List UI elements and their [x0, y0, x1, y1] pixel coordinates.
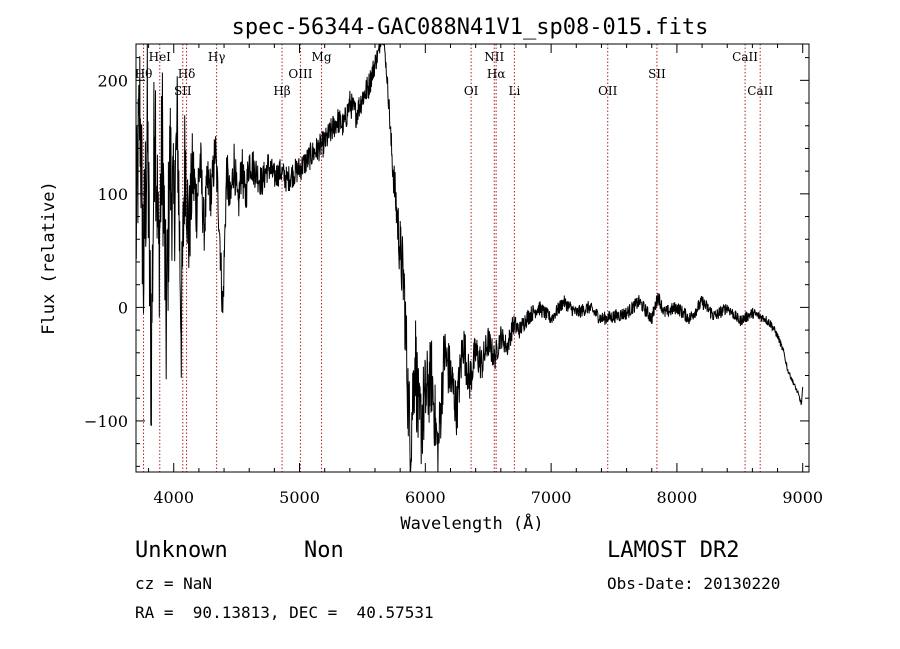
subclass-label: Non — [304, 538, 344, 563]
y-tick-label: 200 — [97, 71, 128, 90]
spectrum-series-line — [135, 43, 804, 473]
y-axis-label: Flux (relative) — [39, 181, 59, 335]
ra-dec-label: RA = 90.13813, DEC = 40.57531 — [135, 603, 434, 622]
y-tick-label: 0 — [118, 298, 128, 317]
spectral-line-label: OIII — [288, 67, 312, 81]
spectral-line-label: CaII — [732, 50, 758, 64]
spectral-line-label: SII — [174, 84, 192, 98]
obs-date-label: Obs-Date: 20130220 — [607, 574, 781, 593]
x-tick-label: 5000 — [279, 488, 320, 507]
y-tick-label: 100 — [97, 185, 128, 204]
x-axis-label: Wavelength (Å) — [400, 512, 543, 534]
spectral-line-label: Hθ — [135, 67, 153, 81]
x-tick-label: 8000 — [657, 488, 698, 507]
y-tick-label: −100 — [84, 412, 128, 431]
survey-label: LAMOST DR2 — [607, 538, 740, 563]
spectral-line-label: OI — [464, 84, 479, 98]
chart-title: spec-56344-GAC088N41V1_sp08-015.fits — [232, 15, 709, 40]
spectral-line-label: CaII — [747, 84, 773, 98]
x-axis: 4000 5000 6000 7000 8000 9000 — [148, 44, 823, 507]
plot-frame — [135, 43, 810, 473]
cz-label: cz = NaN — [135, 574, 213, 593]
spectral-line-label: Hβ — [273, 84, 290, 98]
spectral-line-label: Li — [508, 84, 520, 98]
spectral-line-label: SII — [648, 67, 666, 81]
y-axis: −100 0 100 200 — [84, 57, 809, 467]
x-tick-label: 9000 — [782, 488, 823, 507]
spectral-line-label: HeI — [149, 50, 172, 64]
x-tick-label: 6000 — [405, 488, 446, 507]
x-tick-label: 7000 — [531, 488, 572, 507]
spectral-line-label: Mg — [312, 50, 332, 64]
class-label: Unknown — [135, 538, 228, 563]
x-tick-label: 4000 — [153, 488, 194, 507]
spectral-line-label: NII — [484, 50, 504, 64]
spectral-line-label: OII — [598, 84, 618, 98]
spectral-line-label: Hγ — [208, 50, 226, 64]
spectral-line-label: Hδ — [178, 67, 196, 81]
spectral-line-label: Hα — [487, 67, 506, 81]
